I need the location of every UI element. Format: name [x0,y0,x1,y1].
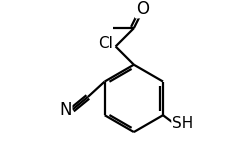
Text: Cl: Cl [98,36,113,51]
Text: O: O [136,0,149,18]
Text: N: N [59,101,72,119]
Text: SH: SH [172,116,193,131]
